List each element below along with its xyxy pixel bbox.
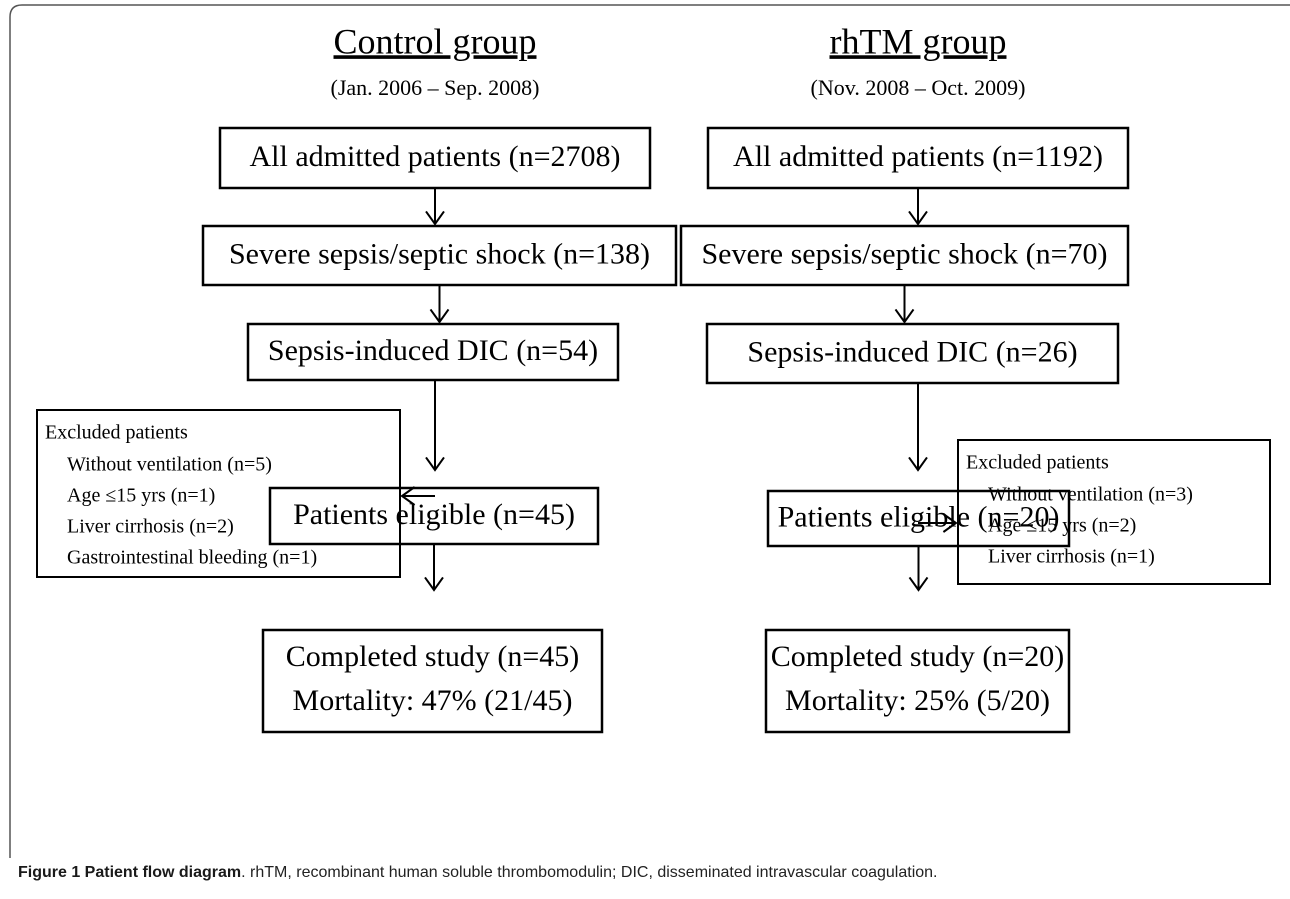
final-label: Mortality: 47% (21/45)	[293, 684, 573, 717]
caption-text: . rhTM, recombinant human soluble thromb…	[241, 864, 938, 881]
box	[261, 628, 604, 734]
step-label: All admitted patients (n=2708)	[249, 140, 620, 173]
arrow-head	[908, 576, 929, 592]
excluded-item: Without ventilation (n=3)	[988, 484, 1193, 506]
group-period: (Nov. 2008 – Oct. 2009)	[811, 75, 1026, 100]
step-label: Sepsis-induced DIC (n=26)	[747, 335, 1077, 368]
arrow-head	[424, 576, 444, 592]
final-label: Completed study (n=20)	[771, 640, 1065, 673]
arrow-head	[425, 210, 445, 226]
box	[764, 628, 1071, 734]
step-label: All admitted patients (n=1192)	[733, 140, 1103, 173]
arrow-head	[908, 456, 928, 472]
excluded-item: Age ≤15 yrs (n=2)	[988, 515, 1136, 537]
arrow-head	[425, 456, 445, 472]
final-label: Mortality: 25% (5/20)	[785, 684, 1050, 717]
excluded-box	[36, 409, 401, 578]
excluded-item: Liver cirrhosis (n=2)	[67, 516, 234, 538]
caption-label: Figure 1 Patient flow diagram	[18, 864, 242, 881]
frame	[9, 4, 1290, 858]
arrow-head	[908, 210, 928, 226]
step-label: Severe sepsis/septic shock (n=138)	[229, 237, 650, 270]
excluded-title: Excluded patients	[45, 422, 188, 444]
step-label: Patients eligible (n=45)	[293, 498, 575, 531]
arrow-head	[894, 308, 915, 324]
arrow-head	[942, 513, 958, 533]
step-label: Patients eligible (n=20)	[778, 500, 1060, 533]
excluded-item: Without ventilation (n=5)	[67, 454, 272, 476]
group-title: Control group	[334, 21, 537, 61]
arrow-head	[429, 308, 450, 324]
diagram: Control group (Jan. 2006 – Sep. 2008) All …	[9, 4, 1290, 858]
excluded-item: Age ≤15 yrs (n=1)	[67, 485, 215, 507]
excluded-title: Excluded patients	[966, 452, 1109, 474]
group-period: (Jan. 2006 – Sep. 2008)	[331, 75, 540, 100]
step-label: Severe sepsis/septic shock (n=70)	[702, 237, 1108, 270]
box	[246, 322, 620, 382]
arrow-head	[400, 486, 416, 506]
group-title: rhTM group	[830, 21, 1007, 61]
excluded-item: Gastrointestinal bleeding (n=1)	[67, 547, 317, 569]
step-label: Sepsis-induced DIC (n=54)	[268, 334, 598, 367]
excluded-item: Liver cirrhosis (n=1)	[988, 546, 1155, 568]
excluded-box	[957, 439, 1271, 585]
final-label: Completed study (n=45)	[286, 640, 580, 673]
caption: Figure 1 Patient flow diagram. rhTM, rec…	[18, 864, 938, 882]
box	[705, 322, 1120, 385]
